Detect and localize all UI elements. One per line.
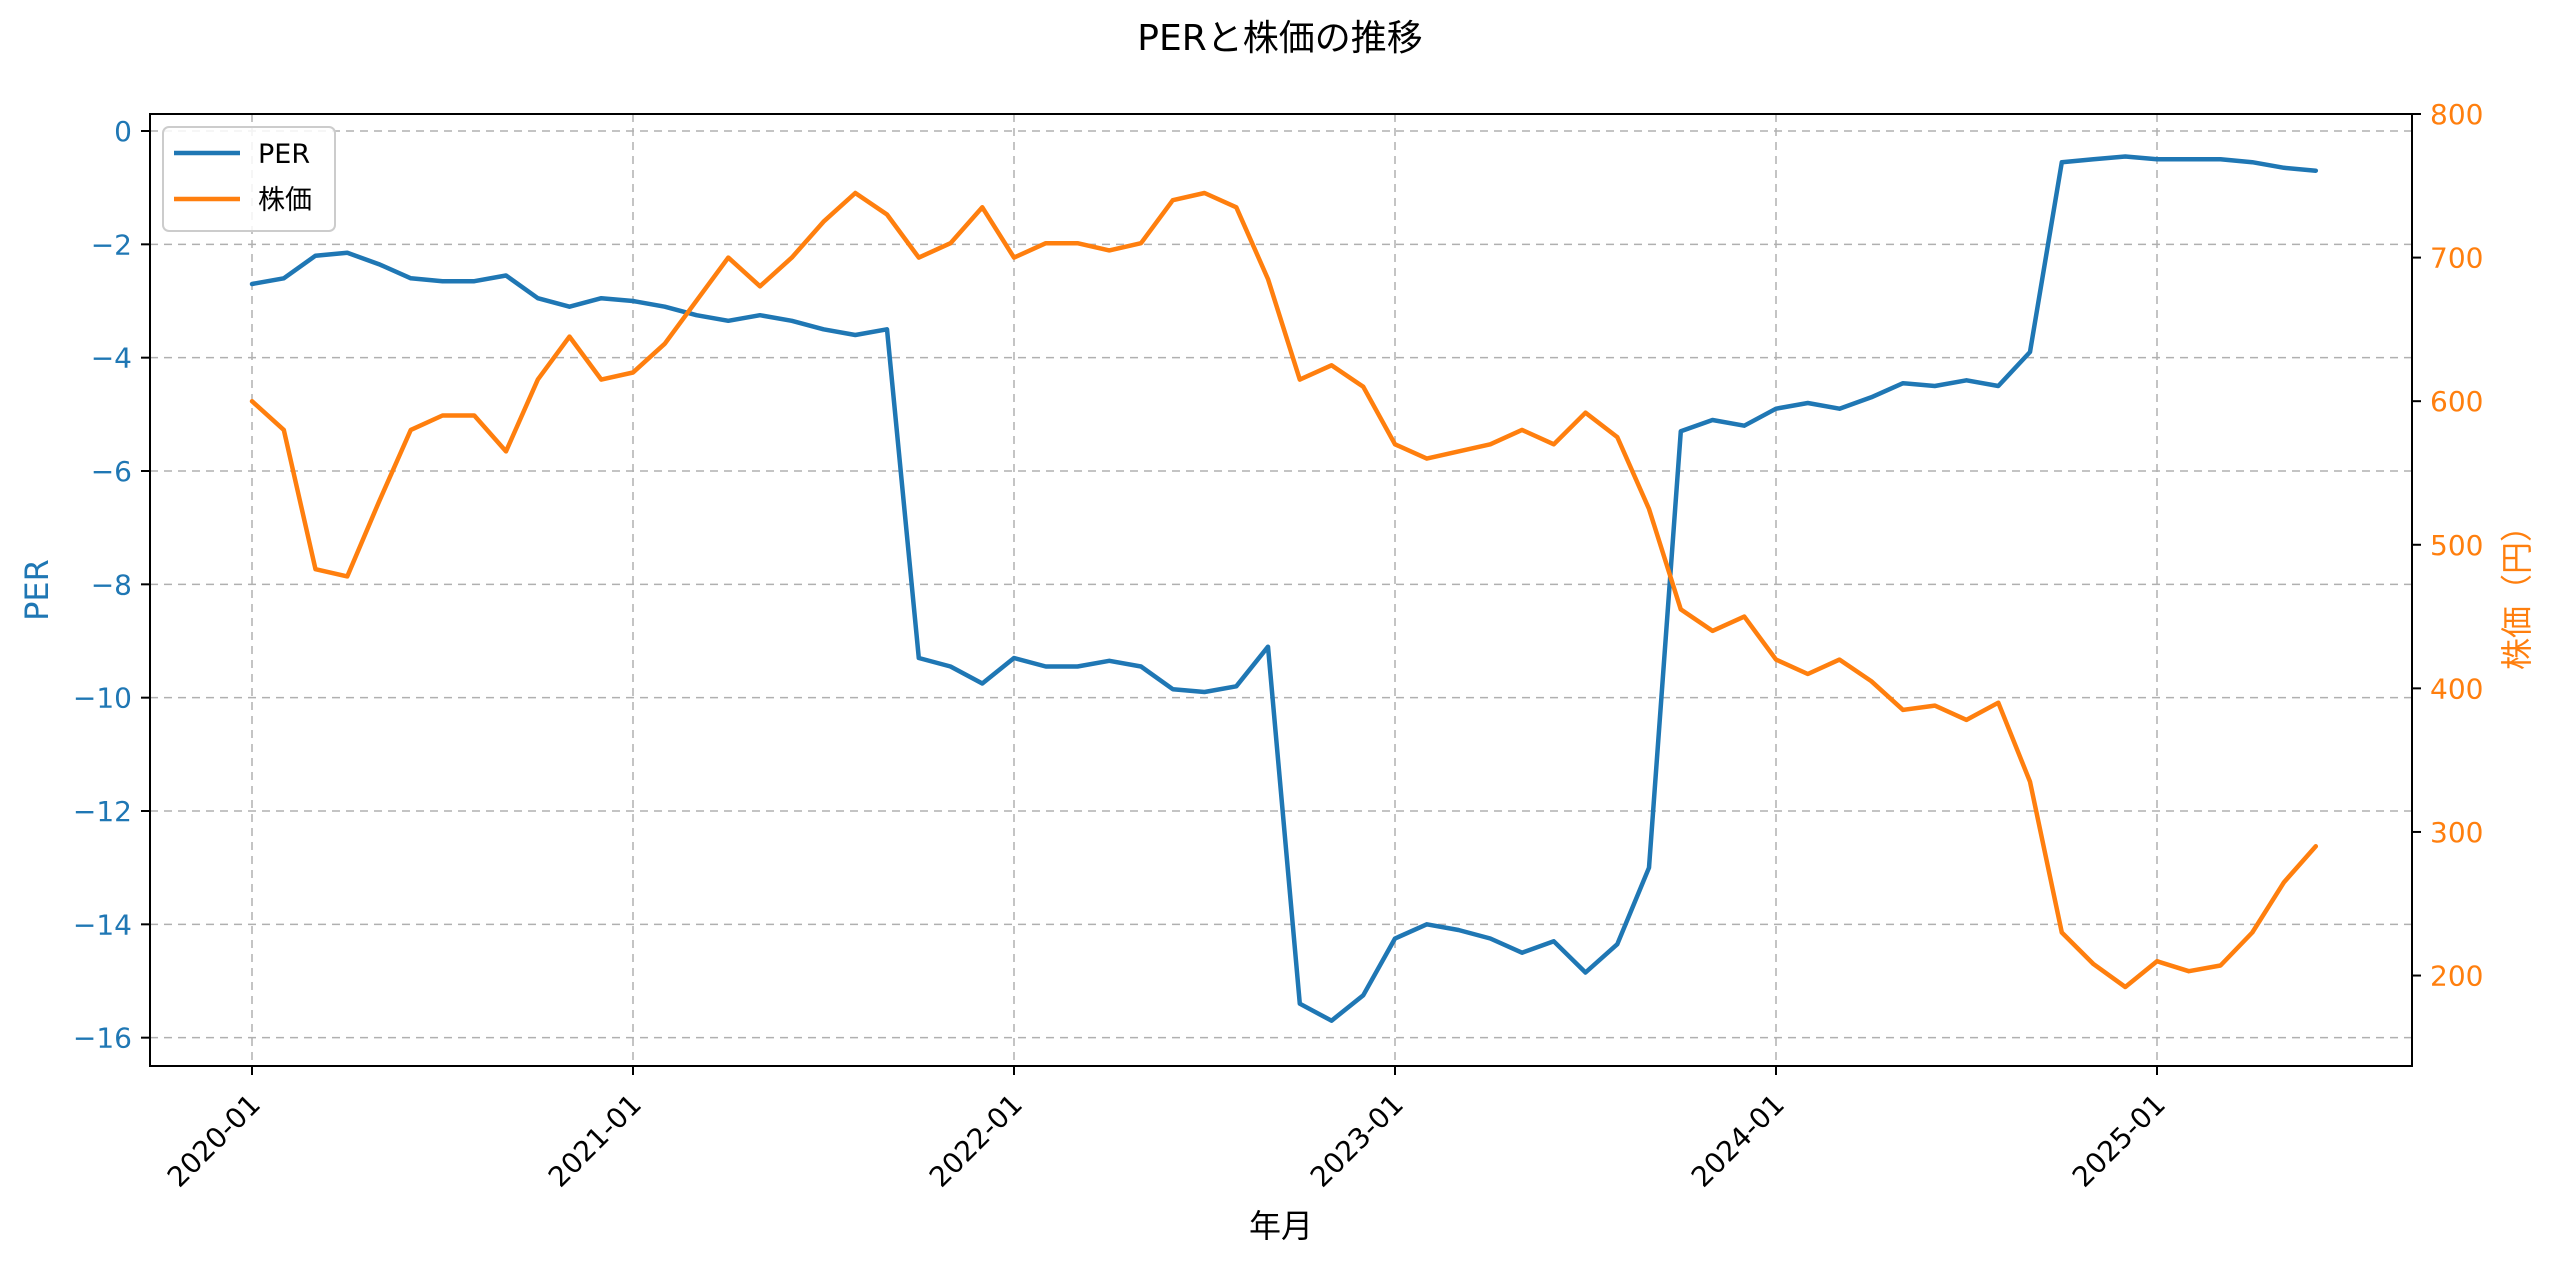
chart-title: PERと株価の推移 — [1137, 18, 1422, 59]
right-tick-label: 400 — [2430, 672, 2483, 705]
right-tick-label: 800 — [2430, 98, 2483, 131]
right-tick-label: 300 — [2430, 816, 2483, 849]
series-layer — [249, 154, 2319, 1023]
left-tick-label: −8 — [91, 568, 132, 601]
legend: PER 株価 — [162, 126, 336, 232]
left-tick-label: −4 — [91, 342, 132, 375]
per-series-line — [249, 154, 2319, 1023]
left-tick-label: −14 — [73, 908, 132, 941]
right-tick-label: 600 — [2430, 385, 2483, 418]
grid-layer — [150, 114, 2412, 1066]
left-tick-label: −10 — [73, 682, 132, 715]
price-series-line — [249, 190, 2319, 990]
left-tick-label: 0 — [114, 115, 132, 148]
legend-label-price: 株価 — [258, 185, 312, 216]
left-tick-label: −12 — [73, 795, 132, 828]
plot-frame — [149, 113, 2413, 1067]
right-tick-label: 700 — [2430, 242, 2483, 275]
right-tick-label: 200 — [2430, 960, 2483, 993]
left-axis-title: PER — [18, 559, 56, 621]
legend-label-per: PER — [258, 139, 310, 170]
x-axis-title: 年月 — [1249, 1207, 1313, 1245]
left-tick-label: −6 — [91, 455, 132, 488]
left-axis: 0 −2 −4 −6 −8 −10 −12 −14 −16 — [73, 115, 150, 1055]
right-axis: 800 700 600 500 400 300 200 — [2412, 98, 2483, 993]
left-tick-label: −2 — [91, 228, 132, 261]
right-axis-title: 株価（円） — [2498, 510, 2536, 670]
left-tick-label: −16 — [73, 1022, 132, 1055]
right-tick-label: 500 — [2430, 529, 2483, 562]
